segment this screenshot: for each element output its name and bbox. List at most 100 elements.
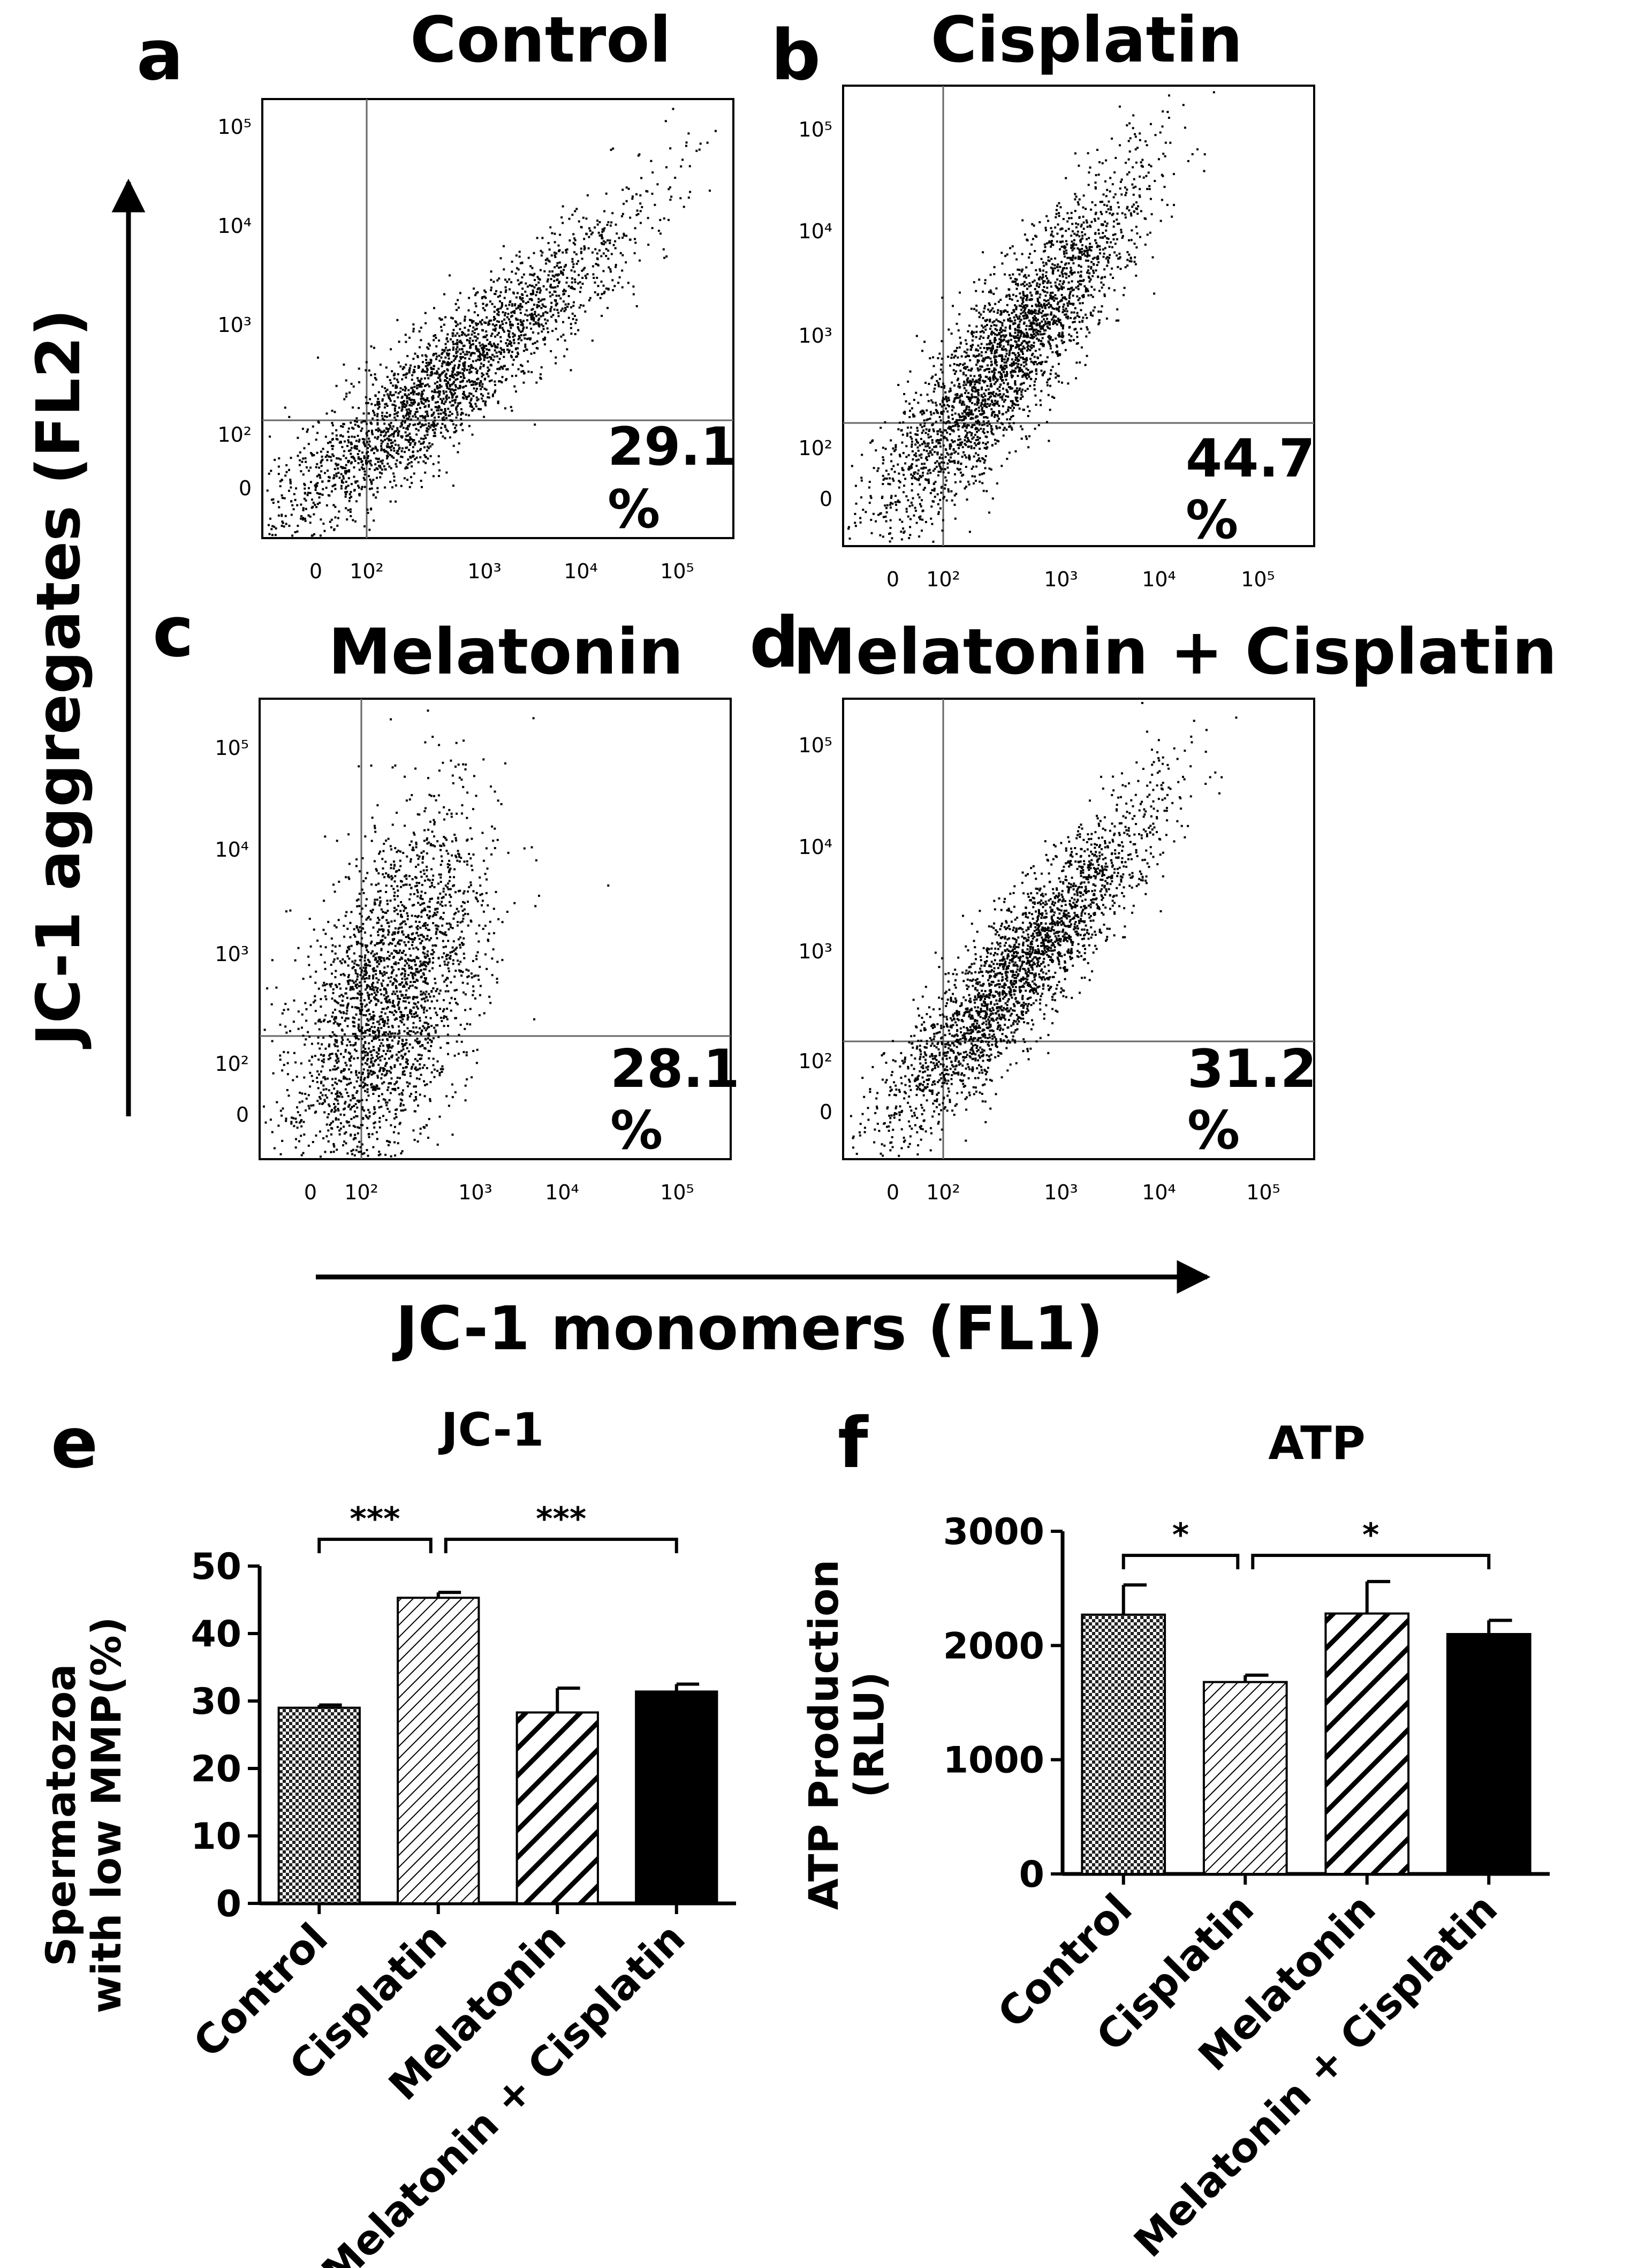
significance-bracket bbox=[317, 1538, 433, 1553]
panel-b: b Cisplatin 10⁵ 10⁴ 10³ 10² 0 0 10² 10³ … bbox=[771, 3, 1315, 591]
panel-title-a: Control bbox=[410, 3, 671, 77]
y-tick-label: 0 bbox=[236, 1103, 249, 1127]
y-tick-label: 10² bbox=[217, 423, 252, 447]
y-tick-label: 10⁵ bbox=[798, 118, 832, 141]
y-tick-label: 20 bbox=[191, 1748, 241, 1790]
panel-a: a Control 10⁵ 10⁴ 10³ 10² 0 0 10² 10³ 10… bbox=[137, 3, 737, 583]
y-ticks-b: 10⁵ 10⁴ 10³ 10² 0 bbox=[798, 118, 832, 511]
event-cloud-c bbox=[263, 709, 610, 1158]
percent-sign-c: % bbox=[610, 1100, 663, 1161]
percent-sign-a: % bbox=[608, 479, 660, 540]
y-tick-label: 10⁵ bbox=[798, 734, 832, 757]
bar bbox=[277, 1706, 361, 1905]
percent-sign-d: % bbox=[1187, 1100, 1240, 1161]
flow-x-axis: JC-1 monomers (FL1) bbox=[316, 1260, 1211, 1364]
x-tick-label: 10² bbox=[926, 1181, 960, 1204]
panel-letter-f: f bbox=[838, 1402, 869, 1484]
y-tick-label: 40 bbox=[191, 1613, 241, 1655]
bar-chart-f: f ATP ATP Production (RLU) 0 1000 2000 3000… bbox=[800, 1402, 1550, 2266]
bar bbox=[1324, 1612, 1410, 1876]
event-cloud-b bbox=[847, 91, 1215, 543]
bar-marks-f: 0100020003000ControlCisplatinMelatoninMe… bbox=[943, 1511, 1550, 2266]
x-tick-label: 10³ bbox=[467, 560, 502, 583]
panel-letter-c: c bbox=[153, 591, 194, 672]
plot-frame-a bbox=[261, 98, 734, 539]
significance-label: * bbox=[1362, 1516, 1379, 1554]
x-tick-label: 10⁵ bbox=[660, 560, 694, 583]
plot-frame-d bbox=[842, 698, 1315, 1160]
panel-letter-d: d bbox=[749, 602, 799, 683]
y-tick-label: 10 bbox=[191, 1816, 241, 1858]
bar bbox=[1202, 1681, 1288, 1876]
bar bbox=[1446, 1633, 1532, 1875]
quadrant-percent-b: 44.7 bbox=[1186, 428, 1315, 489]
percent-sign-b: % bbox=[1186, 490, 1238, 551]
y-axis-label-e-line2: with low MMP(%) bbox=[82, 1617, 130, 2014]
y-tick-label: 0 bbox=[820, 1100, 832, 1124]
bar-marks-e: 01020304050ControlCisplatinMelatoninMela… bbox=[184, 1500, 736, 2268]
y-ticks-a: 10⁵ 10⁴ 10³ 10² 0 bbox=[217, 115, 252, 500]
y-axis-label-e-line1: Spermatozoa bbox=[37, 1664, 85, 1967]
y-ticks-d: 10⁵ 10⁴ 10³ 10² 0 bbox=[798, 734, 832, 1124]
x-tick-label: 10² bbox=[926, 568, 960, 591]
y-axis-label-f-line1: ATP Production bbox=[800, 1560, 847, 1910]
y-axis-label-f-line2: (RLU) bbox=[845, 1672, 893, 1797]
flow-y-axis: JC-1 aggregates (FL2) bbox=[24, 178, 146, 1116]
bar bbox=[1081, 1613, 1166, 1876]
panel-title-d: Melatonin + Cisplatin bbox=[793, 615, 1557, 689]
x-tick-label: 10⁵ bbox=[1246, 1181, 1280, 1204]
significance-label: * bbox=[1172, 1516, 1189, 1554]
scatter-plot-d bbox=[842, 698, 1315, 1160]
y-tick-label: 0 bbox=[239, 477, 252, 500]
plot-frame-b bbox=[842, 85, 1315, 547]
x-tick-label: 0 bbox=[304, 1181, 317, 1204]
y-tick-label: 2000 bbox=[943, 1625, 1044, 1667]
x-ticks-d: 0 10² 10³ 10⁴ 10⁵ bbox=[886, 1181, 1280, 1204]
significance-label: *** bbox=[350, 1500, 400, 1538]
panel-title-b: Cisplatin bbox=[931, 3, 1243, 77]
bar-chart-e: e JC-1 Spermatozoa with low MMP(%) 0 10 20… bbox=[37, 1402, 736, 2268]
significance-bracket bbox=[444, 1538, 678, 1553]
y-tick-label: 10⁵ bbox=[217, 115, 252, 139]
x-tick-label: 10³ bbox=[458, 1181, 492, 1204]
plot-frame-c bbox=[259, 698, 732, 1160]
y-tick-label: 10² bbox=[798, 1049, 832, 1073]
panel-title-c: Melatonin bbox=[328, 615, 683, 689]
x-tick-label: 10⁴ bbox=[564, 560, 598, 583]
y-tick-label: 10⁴ bbox=[798, 835, 832, 859]
x-tick-label: 10⁵ bbox=[1241, 568, 1275, 591]
x-tick-label: 0 bbox=[886, 1181, 899, 1204]
flow-y-axis-label: JC-1 aggregates (FL2) bbox=[24, 309, 94, 1049]
y-ticks-c: 10⁵ 10⁴ 10³ 10² 0 bbox=[215, 736, 249, 1127]
bar bbox=[397, 1597, 480, 1904]
y-tick-label: 10² bbox=[215, 1052, 249, 1076]
chart-title-e: JC-1 bbox=[438, 1403, 544, 1457]
quadrant-percent-a: 29.1 bbox=[608, 417, 737, 478]
y-tick-label: 10³ bbox=[798, 324, 832, 347]
y-tick-label: 30 bbox=[191, 1681, 241, 1723]
x-tick-label: 10⁵ bbox=[660, 1181, 694, 1204]
y-tick-label: 10² bbox=[798, 436, 832, 460]
x-ticks-a: 0 10² 10³ 10⁴ 10⁵ bbox=[309, 560, 694, 583]
y-tick-label: 10⁴ bbox=[215, 838, 249, 861]
scatter-plot-c bbox=[259, 698, 732, 1160]
y-tick-label: 10³ bbox=[217, 313, 252, 337]
bar bbox=[635, 1690, 718, 1905]
x-tick-label: 10² bbox=[350, 560, 384, 583]
y-tick-label: 10⁵ bbox=[215, 736, 249, 760]
bar bbox=[515, 1711, 599, 1904]
chart-title-f: ATP bbox=[1268, 1417, 1366, 1470]
scatter-plot-b bbox=[842, 85, 1315, 547]
x-tick-label: 0 bbox=[309, 560, 322, 583]
panel-letter-e: e bbox=[51, 1402, 98, 1484]
y-tick-label: 10³ bbox=[215, 942, 249, 966]
x-ticks-c: 0 10² 10³ 10⁴ 10⁵ bbox=[304, 1181, 694, 1204]
scatter-plot-a bbox=[261, 98, 734, 539]
panel-d: d Melatonin + Cisplatin 10⁵ 10⁴ 10³ 10² … bbox=[749, 602, 1557, 1204]
quadrant-percent-c: 28.1 bbox=[610, 1039, 740, 1100]
y-tick-label: 10⁴ bbox=[217, 214, 252, 238]
panel-c: c Melatonin 10⁵ 10⁴ 10³ 10² 0 0 10² 10³ … bbox=[153, 591, 740, 1204]
significance-bracket bbox=[1251, 1554, 1491, 1569]
y-tick-label: 10³ bbox=[798, 940, 832, 963]
